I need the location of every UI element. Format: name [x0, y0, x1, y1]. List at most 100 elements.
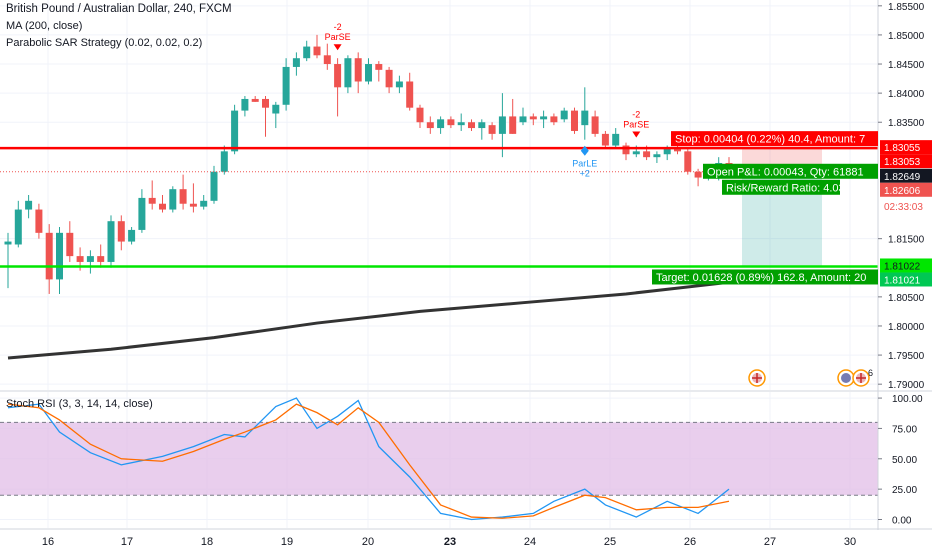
stop-price-tag: 1.83055 [880, 140, 932, 155]
event-icons[interactable]: 6 [748, 368, 873, 387]
candle[interactable] [591, 110, 599, 137]
target-info-label-text: Target: 0.01628 (0.89%) 162.8, Amount: 2… [656, 272, 866, 284]
candle-body [262, 98, 269, 108]
candle[interactable] [385, 66, 393, 94]
last-price-tag-bg [880, 168, 932, 183]
candle-body [365, 64, 372, 82]
candle[interactable] [488, 122, 496, 140]
candle[interactable] [571, 107, 578, 134]
time-tick-label: 23 [444, 536, 456, 548]
candle[interactable] [375, 61, 383, 82]
candle[interactable] [426, 116, 434, 134]
candle[interactable] [292, 52, 300, 76]
ma-200-line [7, 280, 730, 360]
uk-flag-icon[interactable] [852, 369, 870, 387]
candle[interactable] [519, 107, 527, 126]
candle-body [437, 119, 445, 129]
price-lines [0, 146, 878, 268]
candle[interactable] [694, 168, 702, 187]
risk-reward-label: Risk/Reward Ratio: 4.03 [722, 179, 845, 195]
candle[interactable] [35, 203, 43, 239]
candle[interactable] [653, 151, 661, 163]
candle[interactable] [25, 195, 33, 219]
candle[interactable] [107, 215, 115, 268]
candle[interactable] [601, 130, 609, 149]
candle[interactable] [323, 43, 331, 70]
candle[interactable] [200, 195, 208, 210]
candle[interactable] [251, 96, 259, 102]
candle[interactable] [416, 104, 424, 129]
candle[interactable] [468, 119, 475, 131]
candle[interactable] [550, 113, 558, 126]
target-info-label: Target: 0.01628 (0.89%) 162.8, Amount: 2… [652, 269, 878, 285]
candle[interactable] [622, 142, 630, 161]
candle-body [643, 151, 651, 158]
candle[interactable] [560, 107, 568, 123]
candle[interactable] [179, 174, 187, 210]
candle[interactable] [138, 189, 146, 233]
candle[interactable] [406, 72, 414, 111]
candle[interactable] [189, 183, 197, 213]
open-pnl-label: Open P&L: 0.00043, Qty: 61881 [703, 163, 878, 179]
stop-order-tag: 1.83053 [880, 154, 932, 169]
candle[interactable] [282, 58, 290, 111]
candle[interactable] [272, 101, 280, 129]
candle[interactable] [540, 110, 548, 129]
candle[interactable] [262, 96, 269, 137]
candle[interactable] [128, 227, 136, 245]
candle[interactable] [66, 221, 74, 262]
candle[interactable] [612, 128, 620, 149]
time-tick-label: 24 [524, 536, 536, 548]
candle[interactable] [169, 186, 177, 213]
candle[interactable] [478, 119, 486, 140]
candle[interactable] [581, 87, 589, 140]
candle[interactable] [303, 40, 311, 62]
price-tick-label: 1.79500 [888, 351, 925, 362]
candle[interactable] [437, 116, 445, 134]
candle[interactable] [684, 148, 692, 175]
candle[interactable] [159, 195, 166, 213]
candle-body [344, 58, 352, 88]
candle[interactable] [117, 215, 125, 251]
last-price-tag: 1.82649 [880, 168, 932, 183]
candle-body [66, 232, 74, 257]
candle[interactable] [45, 224, 53, 294]
candle[interactable] [457, 113, 465, 131]
candle[interactable] [365, 58, 372, 85]
candle[interactable] [509, 98, 517, 134]
candle[interactable] [395, 75, 403, 94]
price-tick-label: 1.84000 [888, 89, 925, 100]
candle-body [663, 148, 671, 155]
target-price-tag-bg [880, 258, 932, 273]
uk-flag-icon[interactable] [748, 369, 766, 387]
risk-reward-label-bg [722, 179, 840, 195]
candle[interactable] [148, 180, 156, 210]
candle-body [76, 256, 84, 262]
candle[interactable] [354, 52, 362, 94]
candle[interactable] [86, 250, 94, 274]
candle[interactable] [447, 116, 455, 129]
candle[interactable] [344, 55, 352, 94]
candle[interactable] [220, 145, 228, 175]
candle-body [56, 232, 63, 280]
candle[interactable] [241, 96, 249, 117]
stop-info-label-text: Stop: 0.00404 (0.22%) 40.4, Amount: 7 [675, 134, 865, 146]
candle[interactable] [334, 58, 342, 117]
candle[interactable] [231, 104, 239, 155]
candle[interactable] [14, 200, 22, 248]
signal-qty: -2 [632, 110, 640, 120]
signal-qty: +2 [580, 169, 590, 179]
candle[interactable] [97, 244, 105, 268]
candle-body [272, 104, 280, 114]
candle[interactable] [4, 232, 12, 289]
candle[interactable] [498, 93, 506, 158]
candle[interactable] [529, 113, 537, 126]
candle[interactable] [56, 227, 63, 294]
candle-body [560, 110, 568, 120]
aud-flag-icon[interactable] [837, 369, 855, 387]
candle-body [674, 148, 681, 152]
candle[interactable] [313, 34, 321, 59]
candle-body [148, 197, 156, 204]
